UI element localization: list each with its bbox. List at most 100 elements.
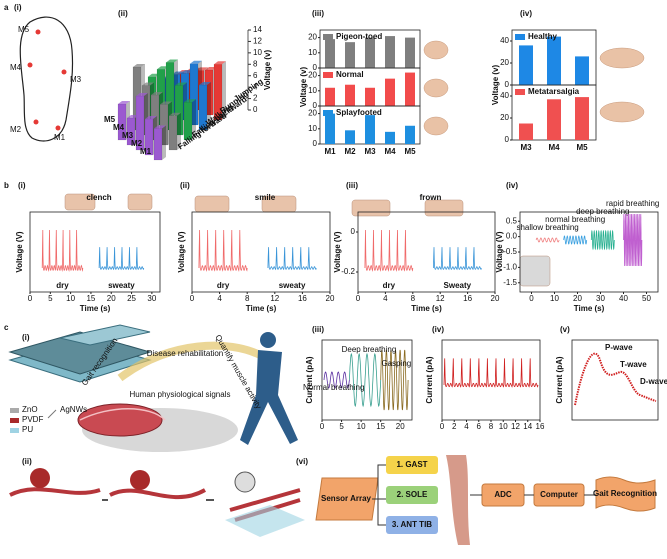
row-label: M2 xyxy=(131,139,143,148)
bar xyxy=(345,130,355,144)
device-layer xyxy=(8,331,152,375)
bar xyxy=(405,125,415,144)
tick-label: 50 xyxy=(642,294,651,303)
x-tick-label: M4 xyxy=(548,143,560,152)
waveform xyxy=(563,235,588,245)
bar xyxy=(325,87,335,106)
photo xyxy=(64,193,96,211)
waveform xyxy=(380,349,409,411)
box-label: ADC xyxy=(494,490,512,499)
material-label: PVDF xyxy=(22,415,43,424)
legend-swatch xyxy=(10,428,19,433)
tick-label: 0 xyxy=(28,294,33,303)
bar-3d-top xyxy=(142,82,154,86)
legend-label: Metatarsalgia xyxy=(528,87,580,96)
legend-swatch xyxy=(10,408,19,413)
tick-label: 20 xyxy=(491,294,500,303)
tick-label: 0 xyxy=(505,80,510,89)
x-tick-label: M2 xyxy=(344,147,356,156)
tick-label: 8 xyxy=(489,422,494,431)
tick-label: 20 xyxy=(396,422,405,431)
bar xyxy=(365,115,375,144)
tick-label: 25 xyxy=(127,294,136,303)
axis-label: Voltage (v) xyxy=(491,65,500,106)
row-label: M4 xyxy=(113,123,125,132)
condition-label: dry xyxy=(56,281,69,290)
panel-label: (i) xyxy=(14,3,22,12)
point-label: M3 xyxy=(70,75,82,84)
panel-label: (iv) xyxy=(432,325,444,334)
panel-label: (ii) xyxy=(118,9,128,18)
sensor-point xyxy=(27,62,33,68)
panel-label: (ii) xyxy=(22,457,32,466)
tick-label: 20 xyxy=(573,294,582,303)
tick-label: 15 xyxy=(86,294,95,303)
bar xyxy=(325,113,335,144)
tick-label: -1.5 xyxy=(503,278,517,287)
photo xyxy=(519,255,551,287)
material-label: AgNWs xyxy=(60,405,87,414)
bar-3d-top xyxy=(214,61,226,65)
bar xyxy=(365,87,375,106)
tick-label: 10 xyxy=(357,422,366,431)
arc xyxy=(117,341,262,382)
tick-label: 10 xyxy=(66,294,75,303)
state-label: shallow breathing xyxy=(516,223,578,232)
wave-label: P-wave xyxy=(605,343,633,352)
tick-label: 0 xyxy=(320,422,325,431)
bar-3d-side xyxy=(177,112,181,150)
panel-letter: a xyxy=(4,3,9,12)
point-label: M1 xyxy=(54,133,66,142)
box-label: 3. ANT TIB xyxy=(392,520,432,529)
tick-label: 0.5 xyxy=(506,216,518,225)
wave-label: D-wave xyxy=(640,377,667,386)
axis-label: Current (pA) xyxy=(305,356,314,403)
tick-label: 20 xyxy=(308,33,317,42)
waveform xyxy=(198,229,248,272)
center-label: Human physiological signals xyxy=(130,390,231,399)
tick-label: 10 xyxy=(253,48,262,57)
panel-label: (iii) xyxy=(346,181,358,190)
waveform xyxy=(267,247,317,271)
tick-label: 0 xyxy=(505,135,510,144)
waveform xyxy=(98,247,145,271)
panel-label: (vi) xyxy=(296,457,308,466)
substrate xyxy=(225,505,305,537)
tick-label: 12 xyxy=(436,294,445,303)
tick-label: 0 xyxy=(440,422,445,431)
axis-label: Current (pA) xyxy=(555,356,564,403)
plot-frame xyxy=(191,211,331,293)
panel-label: (iii) xyxy=(312,325,324,334)
sensor-point xyxy=(61,69,67,75)
tick-label: 10 xyxy=(499,422,508,431)
tick-label: 12 xyxy=(511,422,520,431)
x-tick-label: M1 xyxy=(324,147,336,156)
state-label: normal breathing xyxy=(545,215,605,224)
bar-3d-side xyxy=(222,61,226,120)
condition-label: dry xyxy=(383,281,396,290)
condition-label: Sweaty xyxy=(444,281,472,290)
tick-label: 16 xyxy=(298,294,307,303)
device-layer xyxy=(59,324,151,346)
bar-3d-side xyxy=(207,82,211,130)
bar xyxy=(345,84,355,106)
bar-3d-side xyxy=(162,125,166,160)
legend-swatch xyxy=(323,72,333,78)
axis-label: Time (s) xyxy=(80,304,111,313)
tick-label: 0 xyxy=(190,294,195,303)
tick-label: 20 xyxy=(500,58,509,67)
tick-label: 5 xyxy=(339,422,344,431)
box-label: 1. GAST xyxy=(396,460,427,469)
connector xyxy=(372,464,386,526)
x-tick-label: M4 xyxy=(384,147,396,156)
plot-frame xyxy=(357,211,496,293)
panel-label: (i) xyxy=(18,181,26,190)
photo xyxy=(127,193,153,211)
row-label: M5 xyxy=(104,115,116,124)
tick-label: 20 xyxy=(308,71,317,80)
legend-swatch xyxy=(515,89,525,95)
bar xyxy=(547,36,561,85)
tick-label: 40 xyxy=(619,294,628,303)
x-tick-label: M3 xyxy=(520,143,532,152)
